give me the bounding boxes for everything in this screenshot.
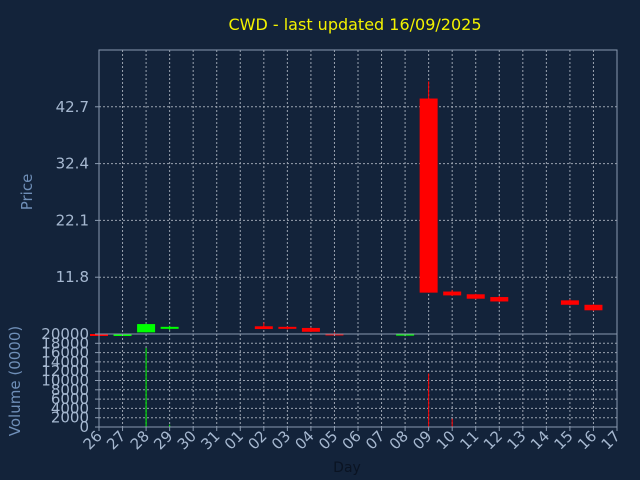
- volume-tick-label: 8000: [51, 381, 89, 399]
- x-tick-label: 29: [150, 427, 176, 453]
- volume-tick-label: 10000: [41, 372, 89, 390]
- x-tick-label: 03: [268, 427, 294, 453]
- x-axis-label: Day: [333, 460, 361, 476]
- candle-body: [490, 297, 509, 302]
- x-tick-label: 16: [574, 427, 600, 453]
- candle-body: [160, 326, 179, 329]
- x-tick-label: 08: [386, 427, 412, 453]
- volume-tick-label: 16000: [41, 344, 89, 362]
- volume-tick-label: 14000: [41, 353, 89, 371]
- candle-body: [584, 304, 603, 311]
- x-tick-label: 11: [456, 427, 482, 453]
- volume-tick-label: 18000: [41, 334, 89, 352]
- candle-body: [254, 326, 273, 330]
- x-tick-label: 31: [197, 427, 223, 453]
- volume-tick-label: 2000: [51, 409, 89, 427]
- candle-body: [419, 98, 438, 293]
- x-tick-label: 13: [503, 427, 529, 453]
- x-tick-label: 12: [480, 427, 506, 453]
- x-tick-label: 14: [527, 427, 553, 453]
- x-tick-label: 06: [339, 427, 365, 453]
- candle-body: [278, 326, 297, 329]
- candle-body: [560, 300, 579, 305]
- x-tick-label: 17: [598, 427, 624, 453]
- volume-tick-label: 0: [79, 418, 89, 436]
- volume-panel: 0200040006000800010000120001400016000180…: [41, 325, 618, 436]
- x-tick-label: 27: [103, 427, 129, 453]
- price-tick-label: 32.4: [56, 155, 89, 173]
- x-tick-label: 02: [244, 427, 270, 453]
- x-tick-label: 30: [174, 427, 200, 453]
- x-tick-label: 05: [315, 427, 341, 453]
- candle-body: [466, 294, 485, 299]
- volume-tick-label: 20000: [41, 325, 89, 343]
- x-tick-label: 28: [127, 427, 153, 453]
- x-tick-label: 15: [551, 427, 577, 453]
- x-tick-label: 01: [221, 427, 247, 453]
- price-tick-label: 22.1: [56, 211, 89, 229]
- price-tick-label: 11.8: [56, 268, 89, 286]
- volume-tick-label: 4000: [51, 399, 89, 417]
- price-panel: 11.8 22.1 32.4 42.7: [56, 49, 618, 337]
- price-axis-label: Price: [18, 174, 36, 211]
- price-tick-label: 42.7: [56, 98, 89, 116]
- x-tick-label: 04: [292, 427, 318, 453]
- x-tick-label: 09: [409, 427, 435, 453]
- chart-title: CWD - last updated 16/09/2025: [228, 15, 481, 34]
- candle-body: [301, 327, 320, 332]
- x-tick-label: 10: [433, 427, 459, 453]
- volume-tick-label: 6000: [51, 390, 89, 408]
- candle-body: [443, 291, 462, 296]
- volume-axis-label: Volume (0000): [6, 326, 24, 436]
- x-tick-label: 07: [362, 427, 388, 453]
- x-axis: 2627282930310102030405060708091011121314…: [80, 427, 624, 453]
- candle-body: [137, 324, 156, 333]
- volume-tick-label: 12000: [41, 362, 89, 380]
